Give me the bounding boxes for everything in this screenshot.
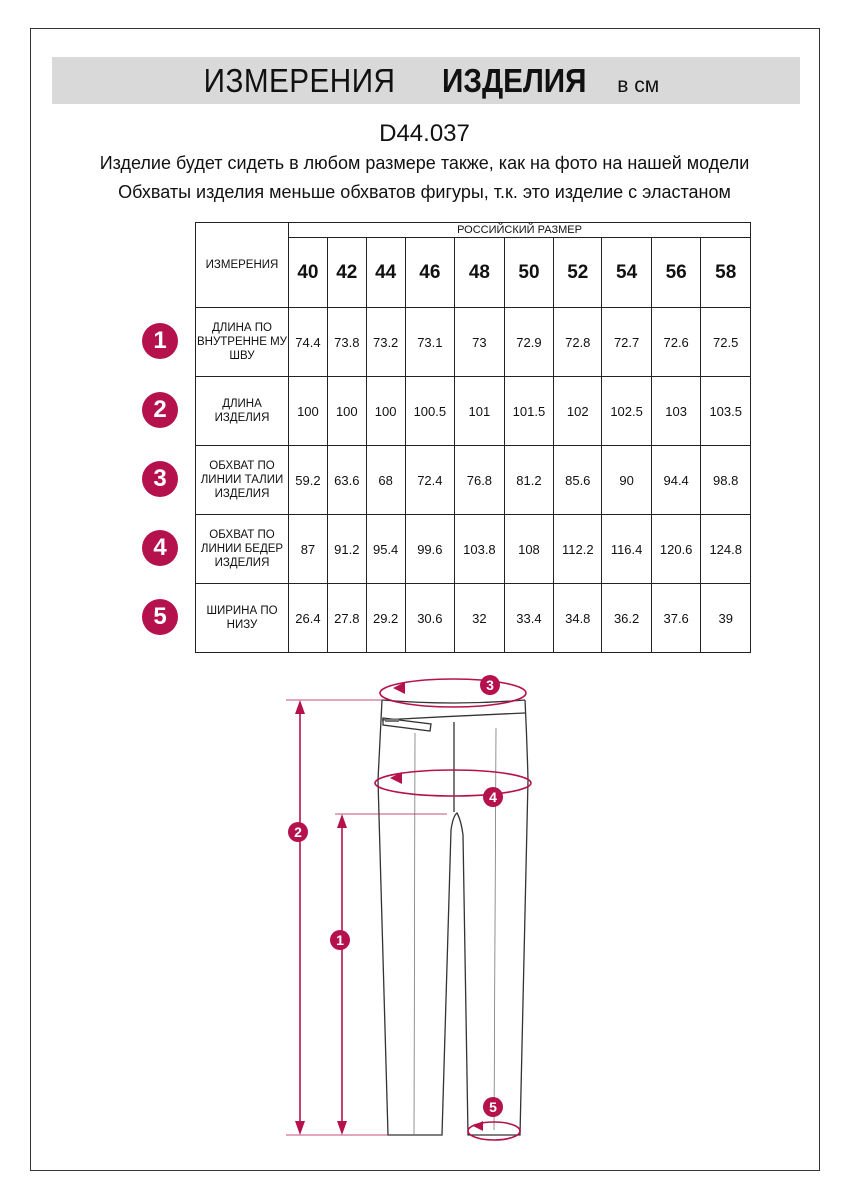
row-number-badge: 4 [142, 530, 178, 566]
measure-label: ОБХВАТ ПО ЛИНИИ ТАЛИИ ИЗДЕЛИЯ [195, 445, 289, 515]
size-48: 48 [454, 237, 505, 308]
measure-value: 98.8 [700, 445, 751, 515]
table-row: ОБХВАТ ПО ЛИНИИ ТАЛИИ ИЗДЕЛИЯ 59.2 63.6 68 7… [195, 445, 751, 515]
measure-value: 120.6 [650, 514, 702, 584]
waist-ellipse [379, 678, 527, 708]
size-56: 56 [650, 237, 702, 308]
size-44: 44 [365, 237, 406, 308]
note-elastane: Обхваты изделия меньше обхватов фигуры, … [118, 182, 731, 202]
measure-value: 59.2 [288, 445, 328, 515]
measure-label: ДЛИНА ПО ВНУТРЕННЕ МУ ШВУ [195, 307, 289, 377]
measure-value: 81.2 [503, 445, 555, 515]
table-row: ШИРИНА ПО НИЗУ 26.4 27.8 29.2 30.6 32 33.4 34.8… [195, 583, 751, 653]
note-fit: Изделие будет сидеть в любом размере так… [99, 153, 750, 173]
measure-value: 102 [553, 376, 603, 446]
marker-number: 4 [489, 789, 497, 805]
measure-value: 103.5 [700, 376, 751, 446]
marker-circle [483, 787, 503, 807]
measure-value: 73.8 [326, 307, 367, 377]
measure-label: ШИРИНА ПО НИЗУ [195, 583, 289, 653]
measure-value: 100 [365, 376, 406, 446]
row-number-badge: 3 [142, 461, 178, 497]
marker-number: 1 [336, 932, 344, 948]
measure-label: ДЛИНА ИЗДЕЛИЯ [195, 376, 289, 446]
measure-value: 95.4 [365, 514, 406, 584]
marker-circle [483, 1097, 503, 1117]
measure-value: 99.6 [404, 514, 456, 584]
hem-ellipse [467, 1121, 521, 1141]
measure-lines [286, 678, 532, 1141]
measure-value: 36.2 [601, 583, 652, 653]
measure-value: 103.8 [454, 514, 505, 584]
measure-value: 34.8 [553, 583, 603, 653]
title-unit: в см [617, 74, 660, 97]
marker-circle [480, 675, 500, 695]
measure-value: 100 [326, 376, 367, 446]
measure-value: 87 [288, 514, 328, 584]
pants-outline [377, 699, 529, 1136]
measure-value: 32 [454, 583, 505, 653]
title-regular: ИЗМЕРЕНИЯ [203, 62, 396, 99]
size-40: 40 [288, 237, 328, 308]
measure-value: 124.8 [700, 514, 751, 584]
measure-value: 29.2 [365, 583, 406, 653]
size-table: ИЗМЕРЕНИЯ РОССИЙСКИЙ РАЗМЕР 40 42 44 46 48 50… [195, 222, 751, 653]
size-54: 54 [601, 237, 652, 308]
measure-value: 100.5 [404, 376, 456, 446]
measure-value: 102.5 [601, 376, 652, 446]
table-row: ОБХВАТ ПО ЛИНИИ БЕДЕР ИЗДЕЛИЯ 87 91.2 95.4 9… [195, 514, 751, 584]
measure-header: ИЗМЕРЕНИЯ [195, 222, 289, 308]
title-bold: ИЗДЕЛИЯ [442, 62, 587, 99]
marker-number: 5 [489, 1099, 497, 1115]
measure-value: 90 [601, 445, 652, 515]
measure-value: 39 [700, 583, 751, 653]
measure-value: 73.1 [404, 307, 456, 377]
row-number-badge: 1 [142, 323, 178, 359]
measure-value: 26.4 [288, 583, 328, 653]
hip-ellipse [374, 769, 532, 797]
row-number-badge: 2 [142, 392, 178, 428]
measure-value: 74.4 [288, 307, 328, 377]
marker-number: 2 [294, 824, 302, 840]
page-frame [30, 28, 820, 1171]
measure-value: 112.2 [553, 514, 603, 584]
article-code: D44.037 [379, 120, 470, 147]
measure-value: 72.8 [553, 307, 603, 377]
table-row: ДЛИНА ИЗДЕЛИЯ 100 100 100 100.5 101 101.5 102 10… [195, 376, 751, 446]
size-42: 42 [326, 237, 367, 308]
size-58: 58 [700, 237, 751, 308]
title-banner: ИЗМЕРЕНИЯ ИЗДЕЛИЯ в см [52, 57, 800, 104]
marker-number: 3 [486, 677, 494, 693]
measure-value: 94.4 [650, 445, 702, 515]
measure-value: 73.2 [365, 307, 406, 377]
measure-value: 116.4 [601, 514, 652, 584]
measure-value: 68 [365, 445, 406, 515]
size-52: 52 [553, 237, 603, 308]
marker-circle [330, 930, 350, 950]
measure-value: 100 [288, 376, 328, 446]
marker-circle [288, 822, 308, 842]
measure-value: 27.8 [326, 583, 367, 653]
measure-value: 37.6 [650, 583, 702, 653]
row-number-badge: 5 [142, 599, 178, 635]
